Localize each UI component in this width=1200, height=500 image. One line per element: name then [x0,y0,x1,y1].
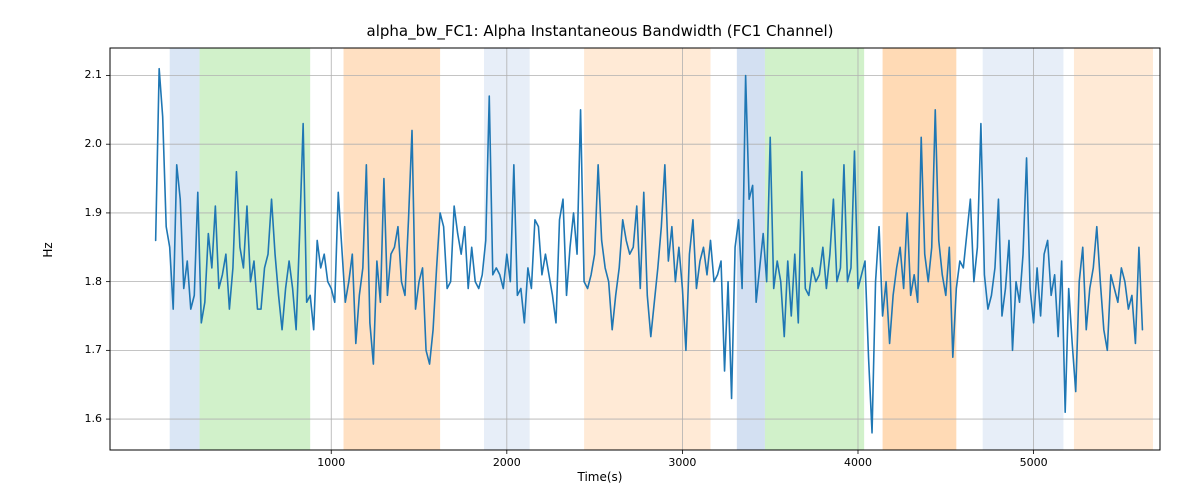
xtick-label: 1000 [301,456,361,469]
ytick-label: 1.7 [62,343,102,356]
ytick-label: 1.9 [62,206,102,219]
figure: alpha_bw_FC1: Alpha Instantaneous Bandwi… [0,0,1200,500]
ytick-label: 1.8 [62,275,102,288]
ytick-label: 2.1 [62,68,102,81]
xtick-label: 5000 [1004,456,1064,469]
xtick-label: 2000 [477,456,537,469]
ytick-label: 1.6 [62,412,102,425]
xtick-label: 3000 [652,456,712,469]
plot-svg [0,0,1200,500]
ytick-label: 2.0 [62,137,102,150]
xtick-label: 4000 [828,456,888,469]
